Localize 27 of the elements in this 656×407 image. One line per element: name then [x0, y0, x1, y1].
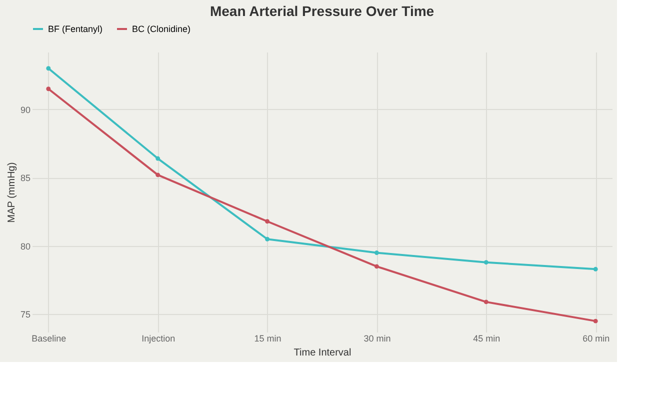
x-tick-label: 15 min	[254, 334, 282, 344]
point	[265, 219, 270, 224]
y-tick-label: 85	[20, 173, 30, 184]
point	[374, 264, 379, 269]
x-axis-title: Time Interval	[294, 348, 352, 358]
legend-label: BC (Clonidine)	[132, 24, 191, 34]
x-tick-label: 45 min	[473, 334, 500, 344]
point	[46, 66, 51, 71]
point	[593, 318, 598, 324]
chart-title: Mean Arterial Pressure Over Time	[210, 3, 434, 19]
x-tick-label: 60 min	[582, 334, 610, 344]
y-tick-label: 80	[20, 241, 30, 252]
point	[156, 172, 160, 178]
x-tick-label: Baseline	[32, 334, 66, 344]
y-tick-label: 90	[20, 104, 30, 115]
point	[265, 236, 270, 242]
x-tick-label: Injection	[142, 334, 176, 344]
point	[374, 250, 379, 256]
legend-label: BF (Fentanyl)	[48, 24, 103, 34]
point	[156, 156, 160, 161]
point	[593, 266, 598, 272]
y-tick-label: 75	[20, 310, 30, 320]
point	[484, 260, 488, 265]
point	[484, 300, 488, 304]
y-axis-title: MAP (mmHg)	[6, 162, 18, 223]
point	[46, 86, 51, 92]
x-tick-label: 30 min	[364, 334, 391, 344]
